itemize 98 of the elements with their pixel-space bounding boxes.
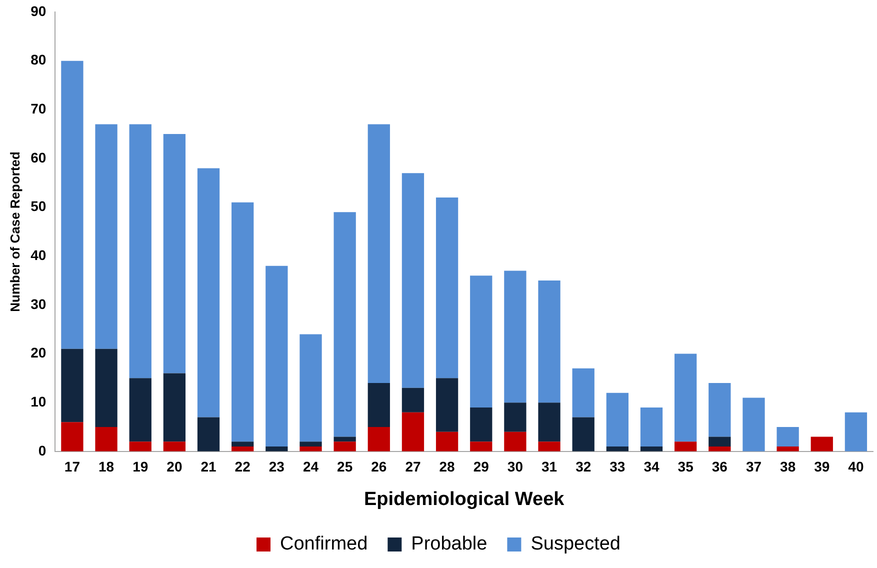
y-tick-label: 10 [30, 393, 46, 410]
bar [300, 334, 322, 442]
bar [61, 422, 84, 452]
bar [368, 383, 390, 427]
x-tick-label: 25 [337, 458, 353, 475]
x-tick-label: 21 [200, 458, 217, 475]
x-tick-label: 28 [439, 458, 456, 475]
bar [708, 436, 731, 447]
x-tick-label: 35 [678, 458, 694, 475]
y-tick-label: 50 [30, 198, 46, 214]
x-tick-label: 38 [780, 458, 796, 475]
bar [674, 354, 697, 442]
bar [606, 446, 629, 452]
bar [163, 373, 186, 442]
bar [163, 442, 186, 452]
bar [470, 276, 492, 408]
bar [708, 383, 731, 437]
bar [334, 212, 356, 437]
x-tick-label: 39 [814, 458, 830, 475]
bar [776, 446, 799, 452]
x-tick-label: 23 [268, 458, 285, 475]
bar [334, 442, 356, 452]
bar [504, 270, 526, 403]
bar [266, 266, 288, 447]
x-tick-label: 18 [98, 458, 114, 475]
bar [129, 378, 152, 442]
y-tick-label: 0 [38, 442, 46, 458]
bar [368, 426, 390, 452]
x-axis-title: Epidemiological Week [364, 488, 565, 510]
legend-label: Probable [411, 534, 488, 555]
bar [504, 432, 526, 452]
x-tick-label: 31 [541, 458, 558, 475]
y-tick-label: 70 [30, 100, 46, 117]
x-tick-label: 30 [507, 458, 524, 475]
bar [197, 168, 220, 418]
legend-label: Confirmed [280, 534, 368, 555]
bar [95, 124, 118, 349]
bar [61, 60, 84, 349]
bar [95, 426, 118, 452]
bar [776, 426, 799, 447]
x-tick-label: 40 [848, 458, 864, 475]
x-tick-label: 32 [576, 458, 592, 475]
bar [61, 348, 84, 422]
x-tick-label: 17 [64, 458, 80, 475]
bar [708, 446, 731, 452]
bar [163, 134, 186, 374]
bar [810, 436, 833, 452]
bar [266, 446, 288, 452]
bar [402, 412, 424, 452]
bar [436, 198, 458, 378]
x-tick-label: 19 [132, 458, 148, 475]
bar [504, 402, 526, 432]
legend-label: Suspected [530, 534, 621, 555]
bar [470, 442, 492, 452]
bar [572, 417, 594, 452]
x-tick-label: 24 [302, 458, 319, 475]
bar [334, 436, 356, 442]
y-tick-label: 80 [30, 52, 46, 68]
bar [232, 446, 254, 452]
bar [538, 402, 560, 442]
y-tick-label: 60 [30, 149, 46, 166]
bar [232, 442, 254, 447]
bar [640, 446, 663, 452]
bar [300, 446, 322, 452]
x-tick-label: 37 [746, 458, 762, 475]
bar [95, 348, 118, 427]
x-tick-label: 34 [644, 458, 660, 475]
x-tick-label: 22 [234, 458, 251, 475]
bar [436, 432, 458, 452]
x-tick-label: 33 [610, 458, 626, 475]
bar [129, 124, 152, 378]
bar [402, 388, 424, 412]
bar [402, 173, 424, 388]
bar [436, 378, 458, 432]
bar [197, 417, 220, 452]
x-tick-label: 27 [405, 458, 421, 475]
bar [538, 442, 560, 452]
y-tick-label: 90 [30, 2, 46, 19]
x-tick-label: 36 [712, 458, 728, 475]
bar [572, 368, 594, 418]
bar [129, 442, 152, 452]
bar [232, 202, 254, 442]
x-tick-label: 20 [166, 458, 182, 475]
x-tick-label: 26 [371, 458, 387, 475]
bar [606, 392, 629, 447]
bar [368, 124, 390, 384]
bar [844, 412, 868, 452]
bar [640, 407, 663, 447]
bar [538, 280, 560, 403]
bar [674, 442, 697, 452]
x-tick-label: 29 [473, 458, 490, 475]
bar [300, 442, 322, 447]
y-tick-label: 20 [30, 344, 46, 361]
bar [470, 407, 492, 442]
y-tick-label: 40 [30, 246, 46, 263]
bar [742, 398, 765, 452]
y-axis-title: Number of Case Reported [7, 151, 22, 312]
y-tick-label: 30 [30, 296, 46, 312]
